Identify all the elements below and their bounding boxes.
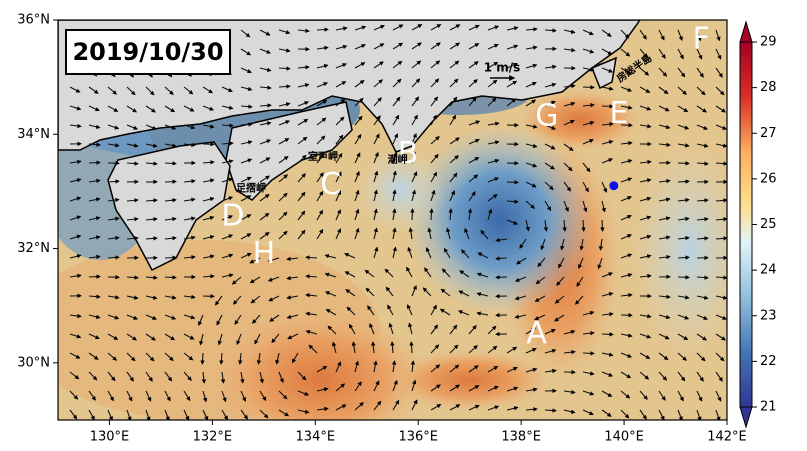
vector (545, 30, 556, 31)
x-tick-label: 136°E (398, 430, 438, 445)
colorbar: 21 22 23 24 25 26 27 28 29 (740, 22, 777, 427)
vector (202, 353, 203, 364)
x-tick-label: 140°E (604, 430, 644, 445)
region-label: D (221, 199, 244, 234)
vector (89, 162, 100, 163)
x-tick-label: 132°E (193, 430, 233, 445)
vector (260, 105, 271, 106)
vector (411, 342, 412, 353)
vector (108, 257, 119, 258)
region-label: A (526, 316, 547, 351)
region-label: C (320, 167, 341, 202)
colorbar-tick-label: 24 (760, 263, 777, 278)
region-label: G (535, 99, 558, 134)
vector (678, 181, 689, 182)
x-tick-label: 138°E (501, 430, 541, 445)
vector (89, 276, 100, 277)
y-tick-label: 36°N (17, 13, 50, 28)
y-tick-label: 30°N (17, 355, 50, 370)
colorbar-tick-label: 21 (760, 400, 777, 415)
x-tick-label: 130°E (90, 430, 130, 445)
station-marker (609, 181, 618, 190)
y-tick-label: 34°N (17, 127, 50, 142)
vector (317, 29, 328, 30)
colorbar-tick-label: 29 (760, 35, 777, 50)
vector (602, 220, 603, 231)
colorbar-tick-label: 28 (760, 80, 777, 95)
scale-label: 1 m/s (484, 61, 521, 75)
date-title: 2019/10/30 (72, 38, 223, 66)
vector (602, 334, 613, 335)
vector (165, 277, 176, 278)
colorbar-extend-max (740, 22, 752, 42)
region-label: F (693, 22, 710, 57)
vector (507, 182, 518, 183)
vector (165, 181, 176, 182)
colorbar-tick-label: 25 (760, 217, 777, 232)
vector (545, 410, 556, 411)
ocean-warm (390, 350, 550, 410)
vector (279, 68, 290, 69)
vector (583, 220, 584, 231)
place-label: 室戸岬 (308, 150, 338, 163)
place-label: 足摺岬 (236, 182, 266, 195)
vector (412, 209, 413, 220)
place-label: 潮岬 (388, 153, 408, 166)
vector (165, 163, 176, 164)
colorbar-body (740, 42, 752, 407)
x-tick-label: 142°E (707, 430, 747, 445)
vector (431, 209, 432, 220)
colorbar-tick-label: 26 (760, 171, 777, 186)
vector (496, 258, 507, 259)
ocean-cool (630, 140, 750, 360)
y-tick-label: 32°N (17, 241, 50, 256)
vector (678, 257, 689, 258)
colorbar-tick-label: 23 (760, 308, 777, 323)
colorbar-tick-label: 27 (760, 126, 777, 141)
region-label: H (253, 236, 276, 271)
vector (222, 125, 233, 126)
vector (306, 257, 317, 258)
x-tick-label: 134°E (296, 430, 336, 445)
colorbar-extend-min (740, 407, 752, 427)
region-label: E (609, 96, 628, 131)
colorbar-tick-label: 22 (760, 354, 777, 369)
